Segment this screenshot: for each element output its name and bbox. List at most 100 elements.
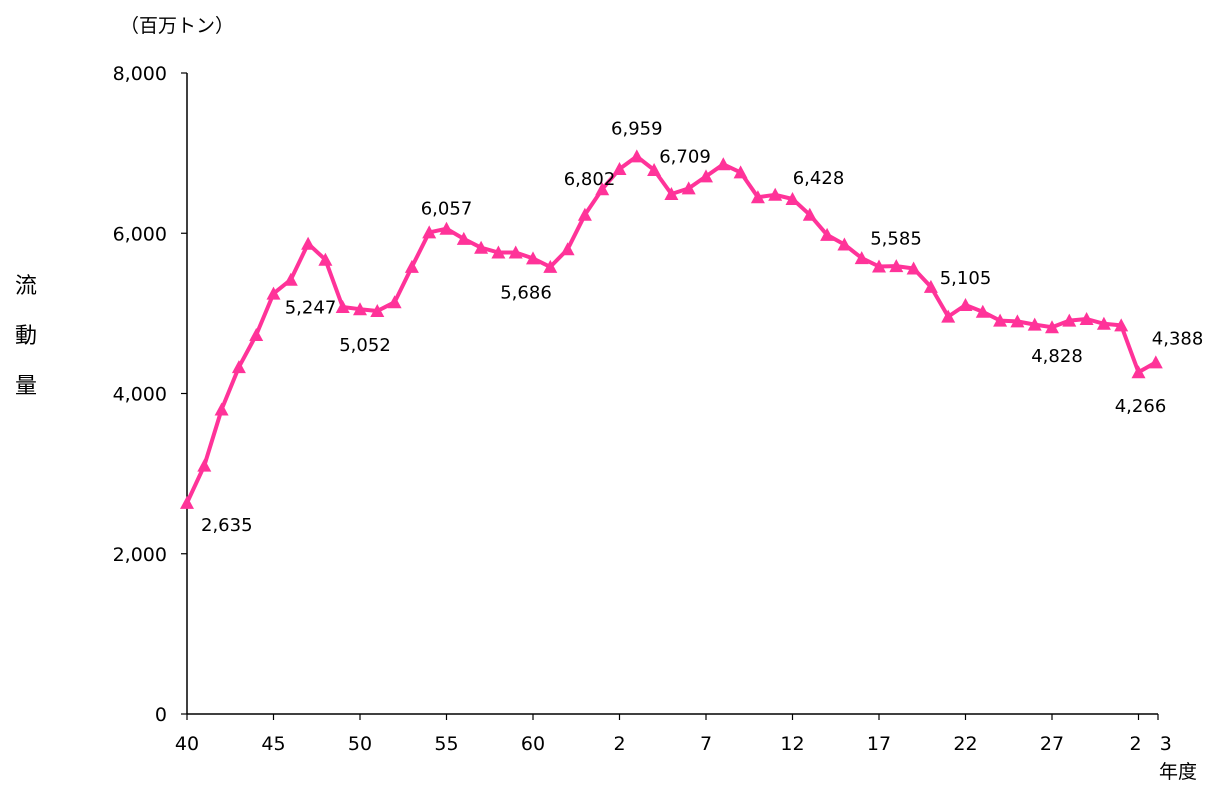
data-point-marker bbox=[370, 304, 385, 317]
data-point-marker bbox=[283, 272, 298, 286]
data-point-marker bbox=[785, 192, 800, 205]
data-label: 4,828 bbox=[1031, 346, 1083, 367]
data-point-marker bbox=[526, 251, 540, 265]
data-label: 6,057 bbox=[421, 199, 473, 220]
data-point-marker bbox=[214, 402, 229, 416]
x-tick-label: 45 bbox=[261, 733, 285, 755]
y-axis-label: 流動量 bbox=[15, 274, 37, 399]
y-axis-label-char: 流 bbox=[15, 274, 37, 299]
data-point-marker bbox=[353, 302, 367, 316]
data-label: 5,247 bbox=[285, 298, 337, 319]
x-tick-label: 55 bbox=[434, 733, 458, 755]
data-point-marker bbox=[1045, 320, 1059, 334]
data-point-marker bbox=[404, 259, 419, 273]
data-point-marker bbox=[422, 225, 437, 239]
data-point-marker bbox=[439, 221, 454, 235]
y-axis-label-char: 動 bbox=[15, 324, 37, 349]
data-point-marker bbox=[335, 300, 350, 313]
data-point-marker bbox=[612, 162, 627, 175]
data-point-marker bbox=[820, 227, 835, 241]
y-tick-label: 2,000 bbox=[113, 544, 167, 566]
data-point-marker bbox=[266, 286, 281, 300]
x-tick-label: 27 bbox=[1040, 733, 1064, 755]
series-line-group bbox=[180, 149, 1163, 509]
data-point-marker bbox=[941, 309, 956, 323]
data-point-marker bbox=[1096, 316, 1111, 330]
data-point-marker bbox=[508, 245, 523, 259]
data-point-marker bbox=[854, 251, 869, 265]
data-point-marker bbox=[491, 245, 506, 259]
data-point-marker bbox=[923, 279, 938, 293]
y-axis: 0 2,000 4,000 6,000 8,000 bbox=[113, 63, 188, 726]
x-tick-label: 7 bbox=[700, 733, 712, 755]
data-label: 6,709 bbox=[659, 146, 711, 167]
y-tick-label: 8,000 bbox=[113, 63, 167, 85]
data-point-marker bbox=[647, 163, 662, 176]
data-point-marker bbox=[180, 495, 194, 509]
x-tick-label: 50 bbox=[348, 733, 372, 755]
data-point-marker bbox=[231, 360, 246, 374]
data-point-marker bbox=[1148, 355, 1163, 369]
data-point-marker bbox=[318, 252, 333, 266]
data-point-marker bbox=[750, 190, 765, 204]
data-label: 2,635 bbox=[201, 515, 253, 536]
data-label: 4,266 bbox=[1115, 396, 1167, 417]
x-tick-label: 12 bbox=[780, 733, 804, 755]
data-point-marker bbox=[1114, 318, 1129, 332]
data-point-marker bbox=[889, 259, 904, 273]
data-label: 4,388 bbox=[1152, 328, 1204, 349]
data-point-marker bbox=[681, 181, 696, 195]
data-label: 6,802 bbox=[564, 169, 616, 190]
x-axis: 40 45 50 55 60 2 7 12 17 22 27 2 3 bbox=[175, 713, 1172, 755]
data-point-marker bbox=[733, 165, 748, 179]
series-line bbox=[185, 154, 1157, 504]
data-point-marker bbox=[1079, 312, 1094, 325]
y-axis-label-char: 量 bbox=[15, 374, 37, 399]
data-point-marker bbox=[1131, 365, 1146, 379]
data-label: 5,105 bbox=[940, 268, 992, 289]
data-point-marker bbox=[837, 237, 852, 251]
data-point-marker bbox=[664, 187, 679, 200]
data-point-marker bbox=[595, 182, 610, 196]
data-point-marker bbox=[699, 169, 713, 183]
y-tick-label: 0 bbox=[155, 704, 167, 726]
unit-label: （百万トン） bbox=[120, 15, 234, 37]
data-point-marker bbox=[975, 304, 990, 318]
data-point-marker bbox=[1027, 317, 1042, 331]
x-tick-label: 22 bbox=[953, 733, 977, 755]
data-label: 5,585 bbox=[870, 229, 922, 250]
data-label: 5,686 bbox=[500, 282, 552, 303]
data-point-marker bbox=[577, 207, 592, 221]
x-tick-label: 3 bbox=[1160, 733, 1172, 755]
data-point-marker bbox=[456, 231, 471, 245]
x-tick-label: 40 bbox=[175, 733, 199, 755]
data-label: 5,052 bbox=[339, 335, 391, 356]
data-point-marker bbox=[629, 149, 644, 163]
x-axis-label: 年度 bbox=[1159, 761, 1197, 783]
data-point-marker bbox=[1010, 314, 1025, 328]
x-tick-label: 17 bbox=[867, 733, 891, 755]
data-label: 6,428 bbox=[793, 168, 845, 189]
x-tick-label: 2 bbox=[1129, 733, 1141, 755]
data-label: 6,959 bbox=[611, 118, 663, 139]
data-point-marker bbox=[197, 458, 212, 472]
x-tick-label: 2 bbox=[613, 733, 625, 755]
data-point-marker bbox=[474, 240, 489, 254]
data-point-marker bbox=[872, 259, 886, 273]
data-point-marker bbox=[387, 295, 402, 309]
data-point-marker bbox=[802, 207, 817, 221]
data-point-marker bbox=[993, 313, 1008, 327]
y-tick-label: 4,000 bbox=[113, 384, 167, 406]
data-point-marker bbox=[301, 236, 316, 250]
y-tick-label: 6,000 bbox=[113, 223, 167, 245]
data-point-marker bbox=[906, 261, 921, 275]
data-point-marker bbox=[958, 298, 973, 311]
data-point-marker bbox=[768, 187, 783, 201]
data-point-marker bbox=[249, 328, 264, 341]
data-point-marker bbox=[543, 259, 558, 273]
data-point-marker bbox=[716, 157, 731, 171]
data-point-marker bbox=[1062, 313, 1077, 327]
x-tick-label: 60 bbox=[521, 733, 545, 755]
